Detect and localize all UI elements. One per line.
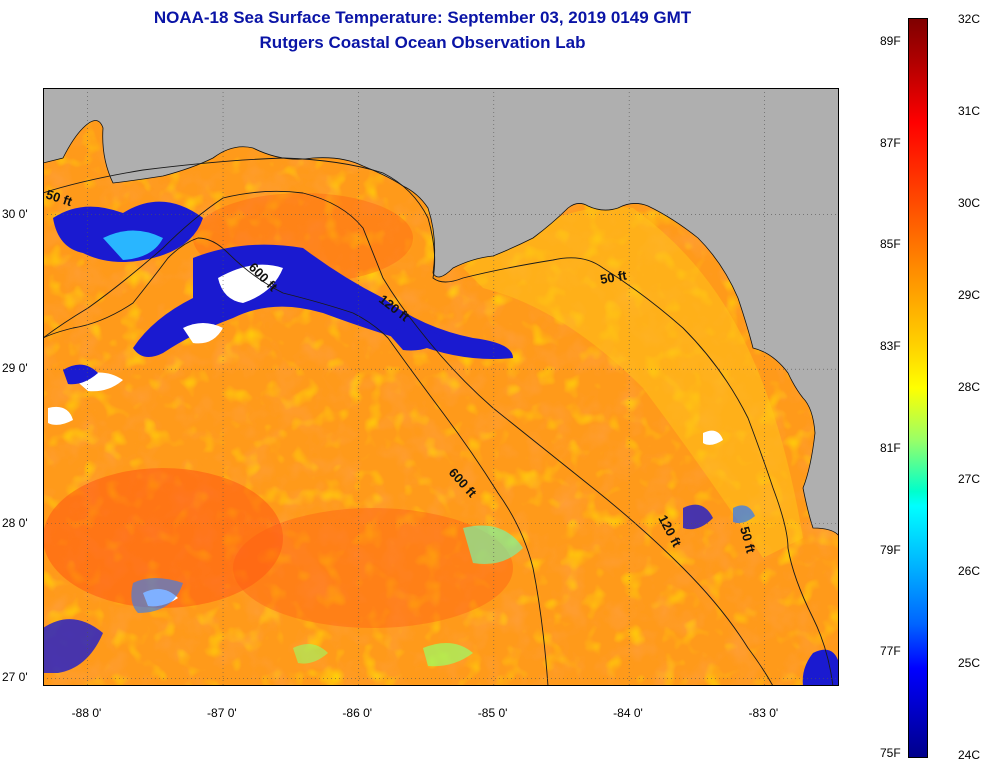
lon-tick-label: -87 0' [207, 706, 237, 720]
contour-label-50ft-south: 50 ft [737, 525, 759, 555]
colorbar-celsius-tick: 27C [958, 472, 981, 486]
colorbar-celsius-tick: 28C [958, 380, 981, 394]
lat-tick-label: 30 0' [2, 206, 28, 221]
colorbar-fahrenheit-tick: 83F [880, 339, 901, 354]
map-subtitle: Rutgers Coastal Ocean Observation Lab [259, 33, 586, 52]
contour-label-50ft-florida: 50 ft [599, 267, 629, 287]
sst-map: 50 ft 600 ft 120 ft 50 ft 600 ft 120 ft … [43, 88, 839, 686]
lon-tick-label: -85 0' [477, 706, 508, 720]
lat-tick-label: 29 0' [2, 361, 28, 376]
contour-600ft [43, 237, 549, 686]
colorbar-celsius-tick: 26C [958, 564, 981, 578]
map-border [43, 88, 839, 686]
colorbar-fahrenheit-tick: 87F [880, 135, 901, 150]
shelf-cool-zone [463, 206, 803, 558]
colorbar-fahrenheit-tick: 77F [880, 644, 901, 659]
lon-tick-label: -88 0' [71, 706, 102, 720]
colorbar-celsius-tick: 29C [958, 288, 981, 302]
colorbar-celsius-tick: 30C [958, 196, 981, 210]
coastline [43, 120, 839, 686]
hot-zone-central [233, 508, 513, 628]
lon-tick-label: -84 0' [613, 706, 643, 720]
colorbar-gradient [908, 18, 928, 758]
colorbar-fahrenheit-tick: 79F [880, 542, 901, 557]
colorbar-celsius-tick: 31C [958, 104, 981, 118]
colorbar-celsius-tick: 32C [958, 12, 981, 26]
lon-tick-label: -86 0' [342, 706, 373, 720]
contour-50ft-north [43, 157, 834, 686]
colorbar-celsius-tick: 25C [958, 656, 981, 670]
map-title: NOAA-18 Sea Surface Temperature: Septemb… [153, 8, 692, 27]
contour-120ft [43, 190, 774, 686]
lon-tick-label: -83 0' [748, 706, 779, 720]
lat-tick-label: 27 0' [2, 670, 28, 685]
colorbar-fahrenheit-tick: 81F [880, 440, 901, 455]
graticule [43, 88, 839, 686]
temperature-colorbar [908, 18, 928, 758]
cloud-patches [43, 201, 839, 686]
colorbar-celsius-tick: 24C [958, 748, 981, 762]
colorbar-fahrenheit-tick: 89F [880, 34, 901, 48]
colorbar-fahrenheit-tick: 75F [880, 746, 901, 760]
bathymetry-contours [43, 157, 834, 686]
colorbar-fahrenheit-tick: 85F [880, 237, 901, 252]
lat-tick-label: 28 0' [2, 515, 28, 530]
